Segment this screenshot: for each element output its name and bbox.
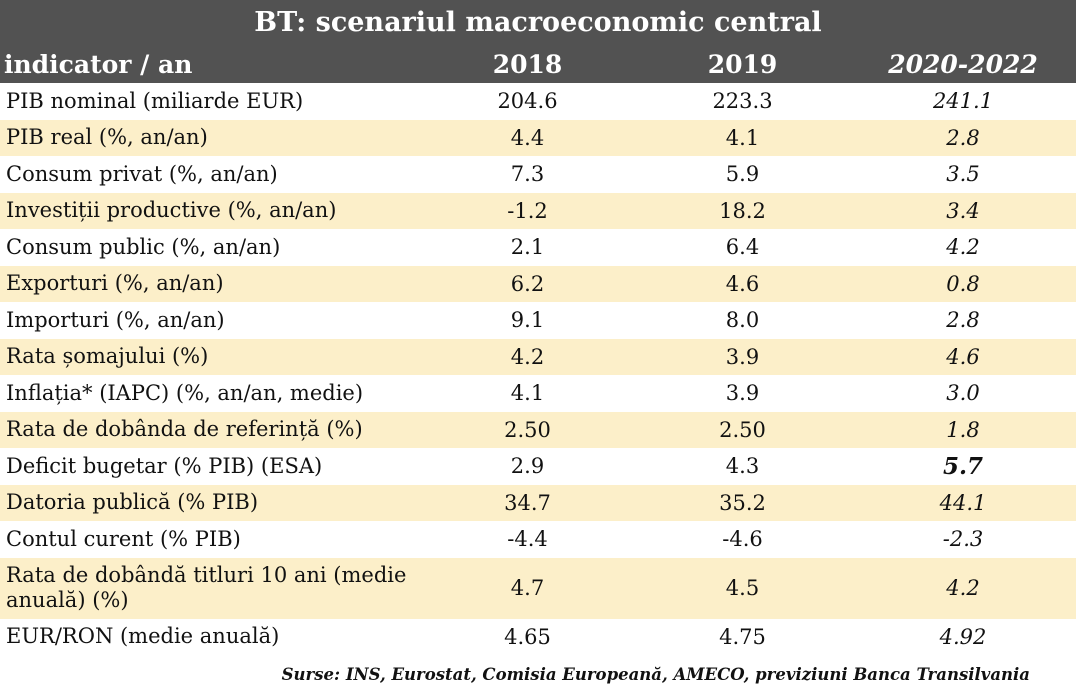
value-2020-2022: 4.92: [939, 624, 987, 649]
value-2020-2022: 0.8: [850, 265, 1076, 302]
value-2018: 4.4: [420, 119, 635, 156]
value-2019: 4.1: [635, 119, 850, 156]
row-label: Inflația* (IAPC) (%, an/an, medie): [6, 380, 364, 405]
table-row: Exporturi (%, an/an) 6.2 4.6 0.8: [0, 265, 1076, 302]
value-2019: 4.5: [635, 557, 850, 619]
value-2018: 7.3: [510, 162, 545, 187]
value-2020-2022: 5.7: [942, 452, 983, 480]
value-2020-2022: 3.5: [946, 162, 980, 187]
value-2019: 4.75: [719, 624, 766, 649]
value-2019: -4.6: [722, 527, 763, 552]
row-label: Contul curent (% PIB): [6, 526, 241, 551]
value-2018: 2.50: [420, 411, 635, 448]
value-2019: 18.2: [635, 192, 850, 229]
row-label: Investiții productive (%, an/an): [0, 192, 420, 229]
table-row: Consum public (%, an/an) 2.1 6.4 4.2: [0, 229, 1076, 266]
row-label: EUR/RON (medie anuală): [6, 624, 280, 649]
table-row: Rata de dobândă titluri 10 ani (medie an…: [0, 557, 1076, 619]
value-2019: 3.9: [725, 381, 760, 406]
table-row: Inflația* (IAPC) (%, an/an, medie) 4.1 3.9…: [0, 375, 1076, 412]
value-2018: 6.2: [420, 265, 635, 302]
table-row: Rata șomajului (%) 4.2 3.9 4.6: [0, 338, 1076, 375]
table-row: PIB nominal (miliarde EUR) 204.6 223.3 241.…: [0, 83, 1076, 120]
value-2018: -4.4: [507, 527, 548, 552]
table-row: Datoria publică (% PIB) 34.7 35.2 44.1: [0, 484, 1076, 521]
value-2019: 2.50: [635, 411, 850, 448]
value-2018: 4.65: [504, 624, 551, 649]
row-label: Rata de dobânda de referință (%): [0, 411, 420, 448]
value-2019: 4.6: [635, 265, 850, 302]
value-2019: 4.3: [725, 454, 760, 479]
value-2019: 5.9: [725, 162, 760, 187]
value-2020-2022: 3.0: [946, 381, 980, 406]
value-2020-2022: 3.4: [850, 192, 1076, 229]
value-2020-2022: 44.1: [850, 484, 1076, 521]
source-note: Surse: INS, Eurostat, Comisia Europeană,…: [281, 665, 1030, 684]
value-2019: 35.2: [635, 484, 850, 521]
row-label: Datoria publică (% PIB): [0, 484, 420, 521]
row-label: Importuri (%, an/an): [6, 307, 225, 332]
macro-table: indicator / an 2018 2019 2020-2022 PIB n…: [0, 45, 1076, 655]
table-row: PIB real (%, an/an) 4.4 4.1 2.8: [0, 119, 1076, 156]
value-2020-2022: 241.1: [932, 89, 994, 114]
table-row: Consum privat (%, an/an) 7.3 5.9 3.5: [0, 156, 1076, 193]
value-2018: -1.2: [420, 192, 635, 229]
header-2020-2022: 2020-2022: [850, 45, 1076, 83]
value-2020-2022: 4.2: [946, 235, 980, 260]
value-2020-2022: 2.8: [946, 308, 980, 333]
table-row: Contul curent (% PIB) -4.4 -4.6 -2.3: [0, 521, 1076, 558]
value-2019: 3.9: [635, 338, 850, 375]
table-row: Deficit bugetar (% PIB) (ESA) 2.9 4.3 5.7: [0, 448, 1076, 485]
header-row: indicator / an 2018 2019 2020-2022: [0, 45, 1076, 83]
value-2018: 4.2: [420, 338, 635, 375]
value-2019: 8.0: [725, 308, 760, 333]
value-2020-2022: 1.8: [850, 411, 1076, 448]
value-2020-2022: -2.3: [942, 527, 984, 552]
table-row: EUR/RON (medie anuală) 4.65 4.75 4.92: [0, 619, 1076, 656]
header-indicator: indicator / an: [0, 45, 420, 83]
value-2020-2022: 2.8: [850, 119, 1076, 156]
value-2019: 6.4: [725, 235, 760, 260]
row-label: PIB real (%, an/an): [0, 119, 420, 156]
header-2019: 2019: [635, 45, 850, 83]
value-2018: 34.7: [420, 484, 635, 521]
value-2018: 9.1: [510, 308, 545, 333]
value-2020-2022: 4.2: [850, 557, 1076, 619]
table-row: Importuri (%, an/an) 9.1 8.0 2.8: [0, 302, 1076, 339]
value-2018: 2.9: [510, 454, 545, 479]
table-row: Investiții productive (%, an/an) -1.2 18.2…: [0, 192, 1076, 229]
row-label: PIB nominal (miliarde EUR): [6, 88, 304, 113]
value-2018: 2.1: [510, 235, 545, 260]
value-2019: 223.3: [712, 89, 773, 114]
table-title: BT: scenariul macroeconomic central: [0, 0, 1076, 45]
row-label: Consum privat (%, an/an): [6, 161, 278, 186]
value-2018: 4.7: [420, 557, 635, 619]
value-2018: 4.1: [510, 381, 545, 406]
row-label: Rata șomajului (%): [0, 338, 420, 375]
row-label: Rata de dobândă titluri 10 ani (medie an…: [0, 557, 420, 619]
value-2018: 204.6: [497, 89, 558, 114]
header-2018: 2018: [420, 45, 635, 83]
row-label: Consum public (%, an/an): [6, 234, 281, 259]
value-2020-2022: 4.6: [850, 338, 1076, 375]
table-row: Rata de dobânda de referință (%) 2.50 2.50…: [0, 411, 1076, 448]
row-label: Deficit bugetar (% PIB) (ESA): [6, 453, 323, 478]
row-label: Exporturi (%, an/an): [0, 265, 420, 302]
